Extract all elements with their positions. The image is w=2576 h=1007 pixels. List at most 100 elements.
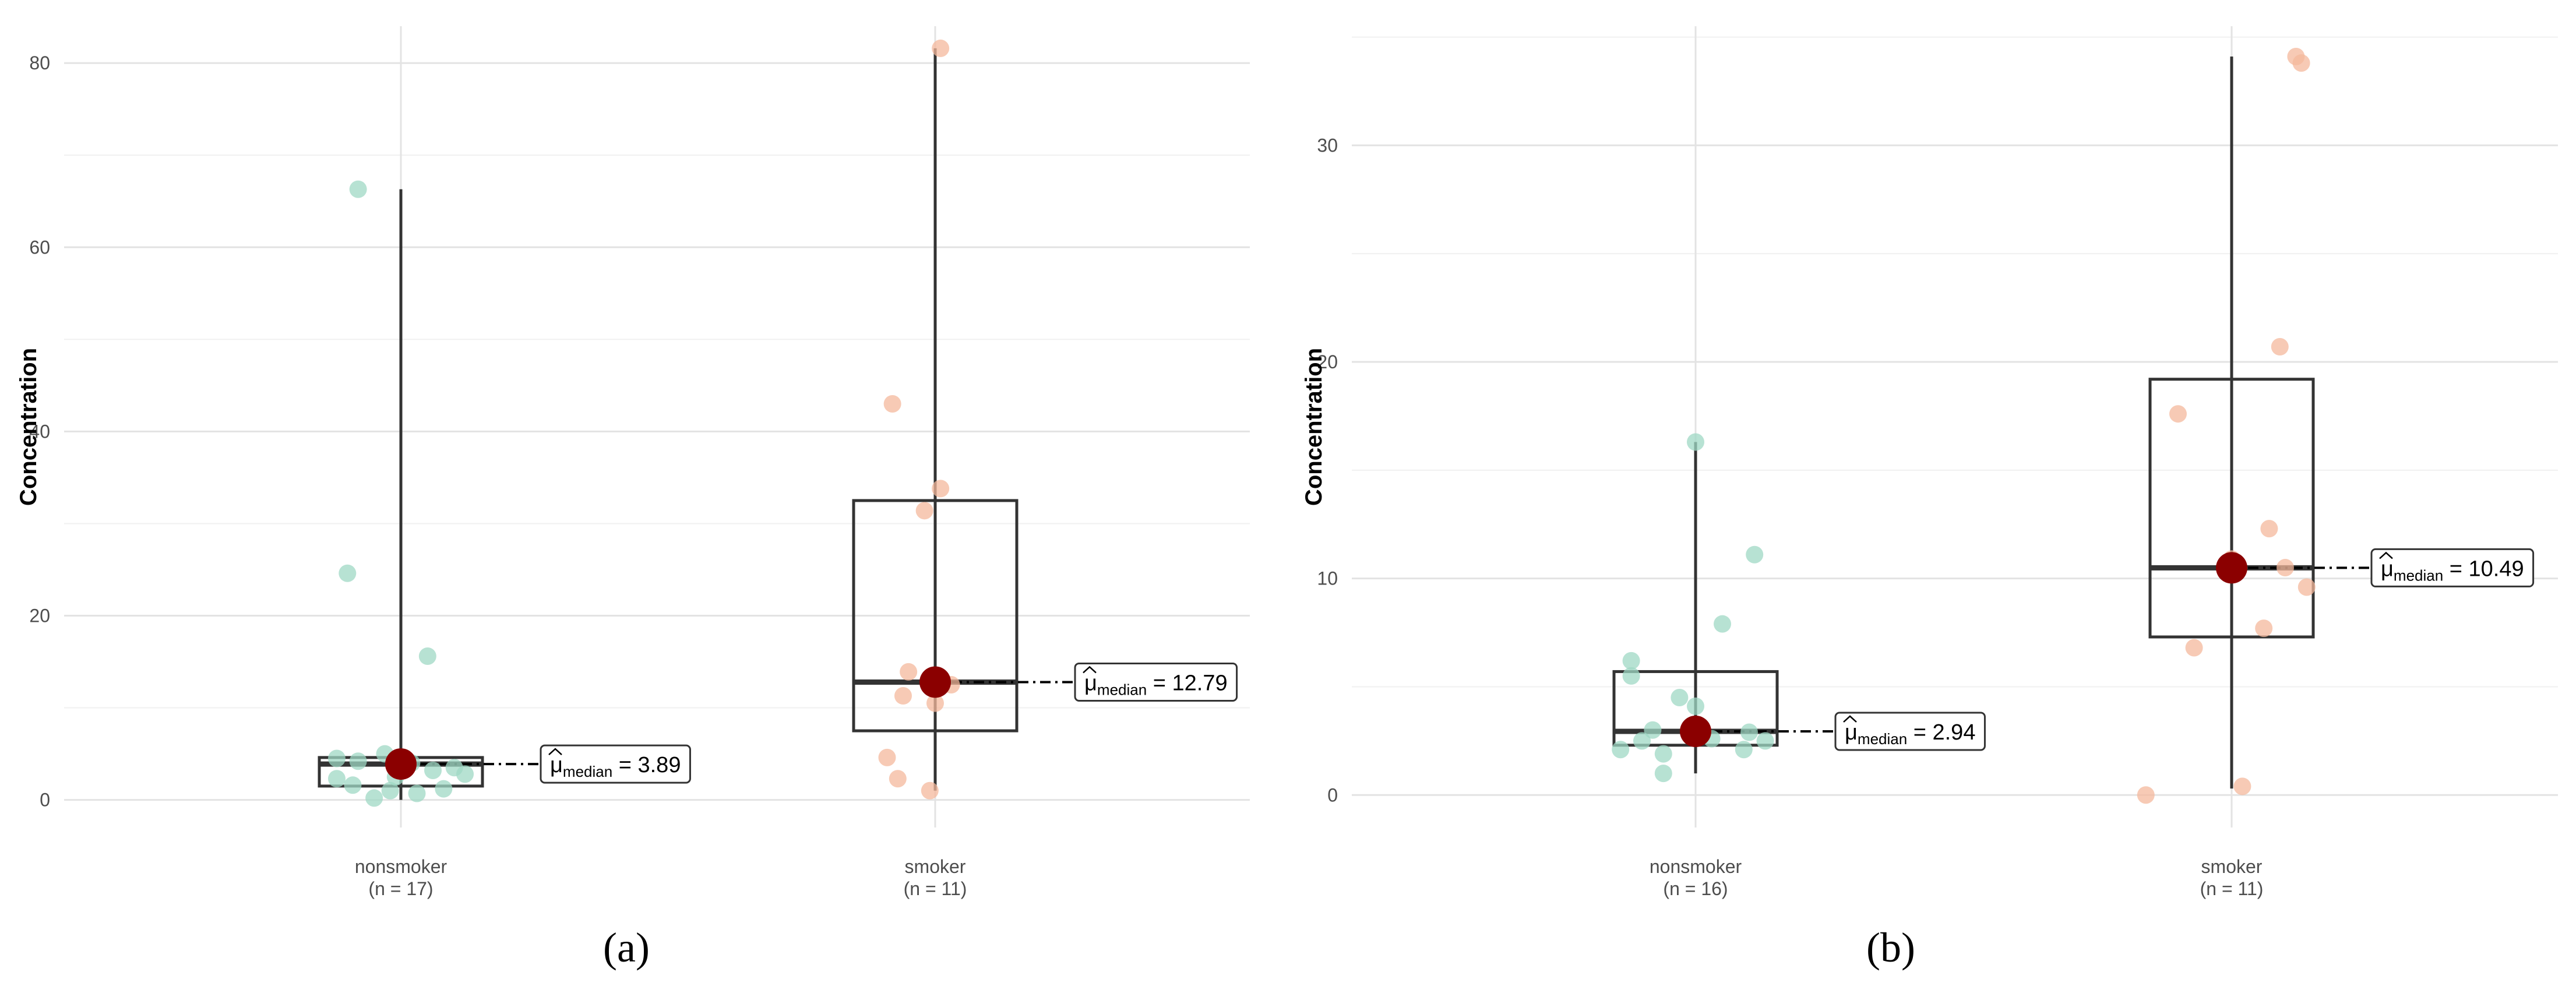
data-point [2233, 777, 2251, 795]
x-tick-count-label: (n = 16) [1663, 878, 1728, 899]
x-tick-count-label: (n = 17) [368, 878, 433, 899]
x-tick-label: smoker [905, 856, 966, 877]
data-point [327, 749, 346, 767]
median-label-box [1074, 662, 1238, 702]
median-label-subscript: median [1858, 730, 1907, 748]
data-point [2277, 559, 2294, 577]
data-point [1746, 545, 1764, 564]
y-tick-label: 0 [1327, 784, 1338, 805]
data-point [1633, 732, 1651, 750]
data-point [2169, 405, 2187, 423]
data-point [915, 502, 933, 520]
y-tick-label: 30 [1317, 135, 1338, 156]
panel-label: (a) [603, 924, 650, 971]
data-point [1756, 732, 1774, 750]
data-point [349, 180, 367, 198]
median-marker [2216, 552, 2247, 584]
median-marker [1680, 716, 1711, 747]
data-point [365, 789, 383, 807]
data-point [2292, 54, 2310, 72]
x-tick-count-label: (n = 11) [904, 878, 967, 899]
box-iqr [2148, 378, 2315, 639]
data-point [1687, 433, 1704, 451]
data-point [344, 776, 362, 794]
data-point [932, 39, 950, 57]
data-point [1740, 723, 1758, 741]
median-label-text: μmedian = 3.89 [550, 753, 681, 780]
x-tick-label: nonsmoker [355, 856, 447, 877]
data-point [883, 395, 901, 413]
median-hat-symbol [1843, 715, 1857, 723]
data-point [1654, 745, 1672, 763]
data-point [381, 781, 399, 800]
data-point [435, 780, 453, 798]
median-label-symbol: μ [1845, 720, 1858, 745]
median-hat-symbol [2379, 551, 2393, 559]
x-tick-label: nonsmoker [1650, 856, 1742, 877]
grid-lines [1352, 26, 2558, 828]
data-point [2185, 639, 2203, 657]
data-point [1612, 741, 1630, 759]
x-tick-count-label: (n = 11) [2200, 878, 2264, 899]
data-point [1622, 667, 1640, 685]
median-label-subscript: median [563, 763, 612, 780]
x-tick-labels: nonsmoker(n = 16) smoker(n = 11) [1650, 856, 2264, 899]
data-point [894, 686, 912, 705]
data-point [2297, 578, 2316, 596]
y-axis-label: Concentration [16, 348, 41, 506]
median-hat-symbol [548, 748, 562, 756]
data-point [349, 752, 367, 770]
data-point [408, 784, 426, 802]
median-label-symbol: μ [1084, 671, 1097, 695]
y-tick-label: 20 [1317, 351, 1338, 372]
data-point [2271, 338, 2289, 355]
data-point [339, 564, 357, 582]
data-point [2137, 786, 2155, 804]
median-hat-symbol [1083, 666, 1097, 674]
data-point [1687, 697, 1704, 715]
median-label-text: μmedian = 12.79 [1084, 671, 1228, 698]
median-label-symbol: μ [2381, 557, 2394, 581]
y-tick-label: 20 [29, 605, 50, 626]
data-point [2260, 520, 2278, 538]
data-point [889, 770, 907, 788]
median-label-box [540, 744, 691, 784]
median-label-subscript: median [1097, 681, 1147, 698]
y-tick-label: 10 [1317, 568, 1338, 589]
median-label-text: μmedian = 10.49 [2381, 557, 2524, 584]
data-point [1622, 652, 1640, 670]
median-label-value: = 3.89 [612, 753, 681, 777]
median-marker [919, 666, 951, 698]
median-label-subscript: median [2394, 566, 2443, 584]
data-point [878, 748, 896, 766]
data-point [926, 694, 944, 712]
data-point [1714, 615, 1731, 633]
data-point [418, 647, 436, 666]
data-point [921, 781, 939, 800]
data-point [1654, 765, 1672, 783]
data-point [2255, 619, 2273, 638]
y-tick-label: 80 [29, 52, 50, 73]
y-tick-labels: 0 10 20 30 [1317, 135, 1338, 805]
median-label-box [2370, 548, 2535, 587]
median-label-value: = 12.79 [1147, 671, 1227, 695]
data-point [327, 770, 346, 788]
median-label-box [1834, 712, 1986, 751]
y-axis-label: Concentration [1301, 348, 1327, 506]
panel-label: (b) [1866, 924, 1915, 971]
data-point [1671, 689, 1689, 707]
data-point [1644, 721, 1662, 739]
y-tick-label: 0 [40, 790, 50, 811]
y-tick-label: 40 [29, 421, 50, 442]
x-tick-labels: nonsmoker(n = 17) smoker(n = 11) [355, 856, 967, 899]
data-point [932, 480, 950, 498]
x-tick-label: smoker [2201, 856, 2263, 877]
box-iqr [852, 499, 1019, 733]
data-point [445, 759, 463, 777]
median-label-value: = 10.49 [2443, 557, 2524, 581]
